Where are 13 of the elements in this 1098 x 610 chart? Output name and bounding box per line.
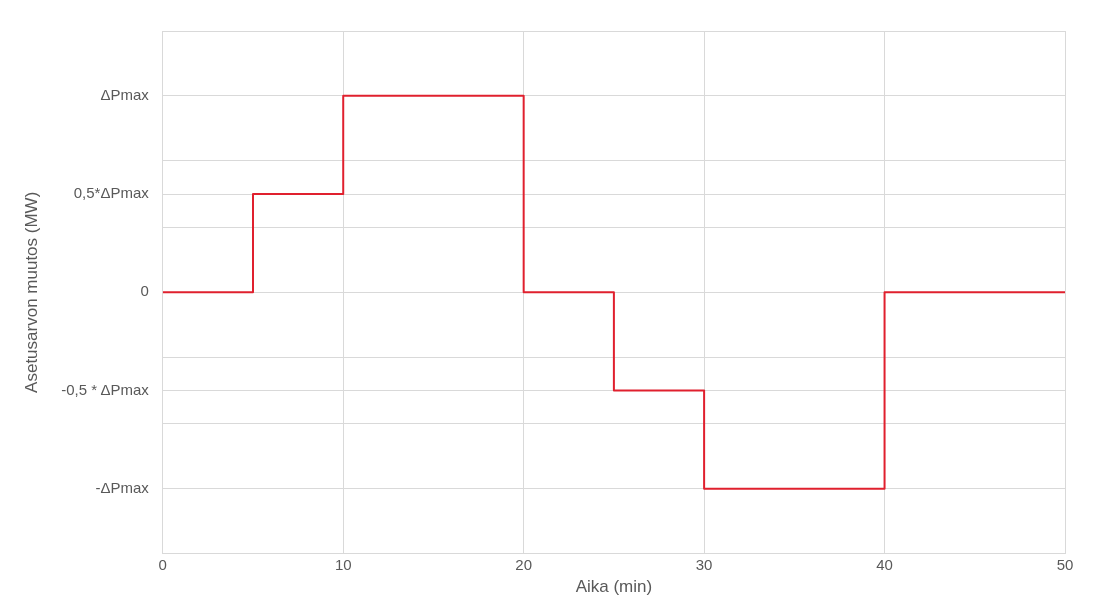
y-axis-title: Asetusarvon muutos (MW) bbox=[21, 191, 41, 393]
x-axis-title: Aika (min) bbox=[575, 577, 653, 597]
x-tick-label: 40 bbox=[876, 555, 893, 573]
y-tick-label: -0,5 * ΔPmax bbox=[61, 380, 150, 398]
x-tick-label: 10 bbox=[334, 555, 352, 573]
y-tick-label: 0,5*ΔPmax bbox=[73, 184, 150, 202]
y-tick-label: ΔPmax bbox=[100, 85, 150, 103]
x-tick-label: 50 bbox=[1056, 555, 1074, 573]
y-tick-label: -ΔPmax bbox=[95, 478, 150, 496]
x-tick-label: 20 bbox=[515, 555, 533, 573]
x-tick-label: 0 bbox=[158, 555, 167, 573]
x-tick-label: 30 bbox=[695, 555, 713, 573]
y-tick-label: 0 bbox=[140, 282, 149, 300]
